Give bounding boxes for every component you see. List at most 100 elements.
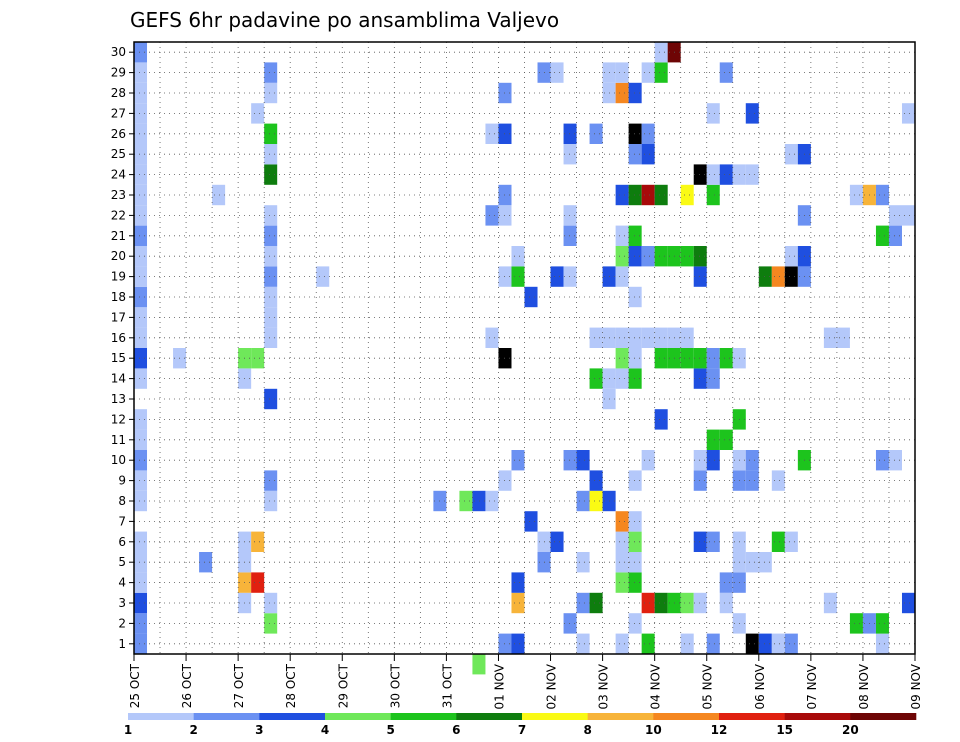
y-tick-label: 24 [111,168,126,182]
heatmap-cell [251,103,265,124]
x-tick-label: 04 NOV [649,663,663,709]
heatmap-cell [680,633,694,654]
y-tick-label: 16 [111,331,126,345]
heatmap-cell [264,307,278,328]
x-tick-label: 27 OCT [232,663,246,708]
heatmap-cell [134,164,148,185]
y-tick-label: 28 [111,86,126,100]
heatmap-cell [511,246,525,267]
heatmap-cell [589,327,603,348]
heatmap-cell [134,409,148,430]
heatmap-cell [875,613,889,634]
heatmap-cell [563,450,577,471]
y-tick-label: 11 [111,433,126,447]
heatmap-cell [628,123,642,144]
heatmap-cell [264,164,278,185]
legend-swatch [128,713,194,720]
heatmap-cell [745,450,759,471]
heatmap-cell [706,184,720,206]
legend-label: 7 [518,723,526,737]
heatmap-cell [628,613,642,634]
x-tick-label: 03 NOV [597,663,611,709]
heatmap-cell [264,225,278,246]
heatmap-cell [901,592,915,614]
heatmap-cell [316,266,330,287]
heatmap-cell [550,531,564,552]
legend-swatch [390,713,457,720]
heatmap-cell [472,654,486,675]
heatmap-cell [134,552,148,573]
heatmap-cell [901,205,915,226]
heatmap-cell [771,470,785,491]
heatmap-cell [134,82,148,104]
x-tick-label: 31 OCT [440,663,454,708]
legend-swatch [193,713,260,720]
heatmap-cell [615,62,629,83]
heatmap-cell [693,246,707,267]
heatmap-cell [680,592,694,614]
x-tick-label: 30 OCT [388,663,402,708]
y-tick-label: 22 [111,208,126,222]
heatmap-cell [134,633,148,654]
heatmap-cell [628,246,642,267]
heatmap-cell [134,205,148,226]
legend-label: 5 [386,723,394,737]
heatmap-cell [563,225,577,246]
y-tick-label: 8 [118,494,126,508]
heatmap-cell [654,327,668,348]
legend-swatch [719,713,785,720]
heatmap-cell [615,633,629,654]
heatmap-cell [576,633,590,654]
heatmap-cell [576,552,590,573]
heatmap-cell [615,572,629,593]
heatmap-cell [264,205,278,226]
heatmap-cell [134,286,148,308]
heatmap-cell [823,327,837,348]
heatmap-cell [628,144,642,165]
heatmap-cell [654,592,668,614]
heatmap-cell [628,552,642,573]
heatmap-cell [134,184,148,206]
heatmap-cell [888,225,902,246]
heatmap-cell [706,103,720,124]
heatmap-cell [875,225,889,246]
heatmap-cell [576,450,590,471]
heatmap-cell [628,531,642,552]
legend-swatch [653,713,720,720]
heatmap-cell [836,327,850,348]
heatmap-cell [654,246,668,267]
legend-label: 20 [842,723,859,737]
heatmap-cell [472,490,486,512]
heatmap-cell [693,470,707,491]
heatmap-cell [524,286,538,308]
y-tick-label: 13 [111,392,126,406]
heatmap-cell [641,62,655,83]
legend-label: 12 [711,723,728,737]
heatmap-cell [615,246,629,267]
legend-swatch [259,713,326,720]
heatmap-cell [784,246,798,267]
heatmap-cell [758,633,772,654]
heatmap-cell [134,246,148,267]
heatmap-cell [589,592,603,614]
x-tick-label: 01 NOV [492,663,506,709]
heatmap-cell [264,144,278,165]
y-tick-label: 29 [111,66,126,80]
legend-swatch [850,713,917,720]
heatmap-cell [641,246,655,267]
heatmap-cell [719,62,733,83]
heatmap-cell [771,266,785,287]
heatmap-cell [134,103,148,124]
heatmap-cell [615,82,629,104]
heatmap-cell [784,531,798,552]
heatmap-cell [693,592,707,614]
heatmap-cell [641,144,655,165]
heatmap-cells [134,42,915,675]
heatmap-cell [485,490,499,512]
heatmap-cell [628,348,642,369]
heatmap-cell [264,613,278,634]
heatmap-cell [680,348,694,369]
y-axis: 1234567891011121314151617181920212223242… [111,45,134,651]
heatmap-cell [615,327,629,348]
legend-swatch [522,713,588,720]
